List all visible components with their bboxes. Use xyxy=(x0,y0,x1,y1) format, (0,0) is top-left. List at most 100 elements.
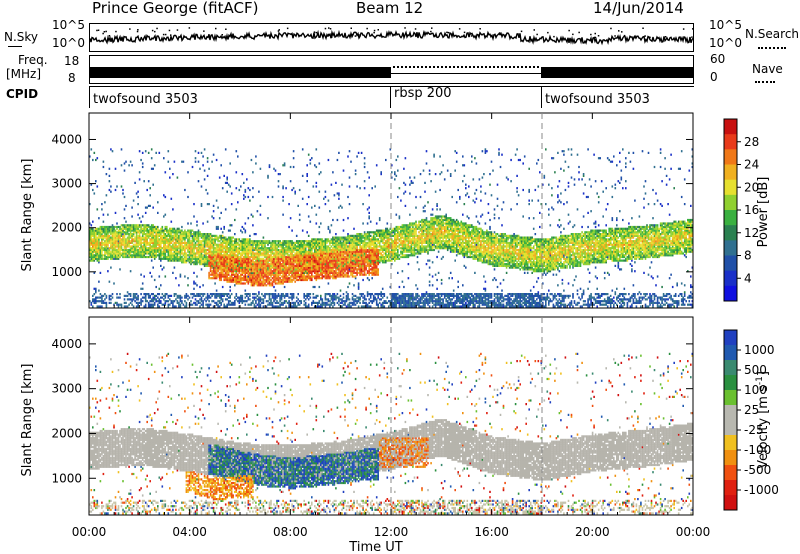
cpid-segment-2: rbsp 200 xyxy=(394,86,452,101)
nsearch-dot xyxy=(103,31,106,33)
nsearch-dot xyxy=(414,28,417,30)
nsearch-dot xyxy=(277,30,280,32)
nsky-line xyxy=(90,29,693,46)
x-tick-label-1: 04:00 xyxy=(172,525,207,539)
nsearch-dot xyxy=(623,34,626,37)
nsearch-dot xyxy=(634,36,636,39)
nsearch-dot xyxy=(266,35,269,37)
nsearch-dot xyxy=(423,31,425,34)
cpid-segment-3: twofsound 3503 xyxy=(545,92,650,107)
nsky-panel xyxy=(89,23,694,52)
power-colorbar-swatch-10 xyxy=(724,270,737,287)
nsearch-tick-top: 10^5 xyxy=(709,18,742,32)
velocity-colorbar-swatch-10 xyxy=(724,480,737,496)
nsearch-dot xyxy=(536,33,538,36)
nsearch-dot xyxy=(137,29,139,31)
velocity-colorbar: 1000 500 100 25 -25 -100 -500 -1000 xyxy=(723,329,779,511)
nsearch-dot xyxy=(373,29,376,32)
power-colorbar-swatch-6 xyxy=(724,210,737,226)
nsearch-dot xyxy=(129,28,131,30)
power-colorbar-label-0: 28 xyxy=(744,135,759,149)
velocity-colorbar-swatch-9 xyxy=(724,465,737,481)
velocity-colorbar-title-end: ] xyxy=(756,371,771,376)
nsearch-dot xyxy=(354,35,357,37)
nave-tick-bottom: 0 xyxy=(710,70,718,84)
nsearch-dot xyxy=(168,29,171,32)
x-tick-label-2: 08:00 xyxy=(273,525,308,539)
nave-tick-top: 60 xyxy=(710,52,725,66)
nsearch-dot xyxy=(313,31,316,33)
nsearch-dot xyxy=(642,27,644,29)
nsearch-dot xyxy=(649,36,651,39)
velocity-colorbar-title: Velocity [m s-1] xyxy=(755,371,771,469)
velocity-colorbar-label-2: 100 xyxy=(744,383,767,397)
nsearch-dot xyxy=(203,30,205,32)
freq-label-line1: Freq. xyxy=(18,53,48,67)
freq-line-middle xyxy=(391,73,541,74)
nsearch-dot xyxy=(446,31,448,34)
velocity-colorbar-swatch-6 xyxy=(724,420,737,436)
nsearch-dot xyxy=(463,31,466,34)
nsearch-dot xyxy=(176,29,179,31)
power-colorbar-swatch-2 xyxy=(724,149,737,165)
nsky-tick-top: 10^5 xyxy=(52,18,85,32)
power-colorbar-swatch-5 xyxy=(724,194,737,211)
nsearch-dot xyxy=(350,27,352,29)
power-colorbar-swatch-4 xyxy=(724,179,737,196)
power-colorbar-title: Power [dB] xyxy=(756,177,771,248)
nsearch-dot xyxy=(140,36,143,39)
power-colorbar-swatch-1 xyxy=(724,134,737,150)
nsearch-tick-bottom: 10^0 xyxy=(709,36,742,50)
nsearch-dot xyxy=(504,34,507,36)
nsearch-dot xyxy=(547,31,549,34)
nsearch-dot xyxy=(221,34,223,36)
nsearch-dot xyxy=(518,35,520,38)
nsky-tick-bottom: 10^0 xyxy=(52,36,85,50)
freq-dotted-middle xyxy=(393,66,539,68)
power-colorbar-label-6: 4 xyxy=(744,271,752,285)
nsearch-dot xyxy=(164,33,167,36)
power-heatmap xyxy=(89,148,693,308)
nsearch-dot xyxy=(594,32,596,35)
nsearch-dot xyxy=(324,27,327,30)
velocity-colorbar-swatch-1 xyxy=(724,345,737,361)
freq-bar-right xyxy=(541,67,693,78)
nsearch-dot xyxy=(329,28,332,30)
cpid-baseline xyxy=(89,86,694,87)
nsearch-dot xyxy=(102,32,104,35)
nsearch-dot xyxy=(621,31,623,33)
nsearch-dot xyxy=(366,27,368,30)
nsky-label: N.Sky xyxy=(4,30,38,44)
nsearch-dot xyxy=(578,31,580,34)
nsearch-dot xyxy=(594,36,596,39)
station-title: Prince George (fitACF) xyxy=(92,0,258,17)
velocity-colorbar-frame xyxy=(723,329,738,511)
nsearch-dot xyxy=(377,29,379,31)
nsearch-dot xyxy=(315,31,318,34)
velocity-colorbar-swatch-5 xyxy=(724,405,737,421)
power-colorbar-swatch-9 xyxy=(724,255,737,272)
velocity-colorbar-swatch-11 xyxy=(724,495,737,511)
velocity-heatmap xyxy=(89,352,693,515)
velocity-colorbar-label-1: 500 xyxy=(744,363,767,377)
power-colorbar-swatch-7 xyxy=(724,225,737,241)
nsearch-dot xyxy=(430,30,432,33)
velocity-colorbar-label-0: 1000 xyxy=(744,343,775,357)
nsearch-dot xyxy=(286,27,289,30)
power-colorbar: 28 24 20 16 12 8 4 xyxy=(723,118,759,302)
velocity-y-tick-label-1: 2000 xyxy=(51,426,82,440)
nsearch-dot xyxy=(373,31,375,34)
velocity-colorbar-label-6: -500 xyxy=(744,463,771,477)
nsky-underline xyxy=(8,46,22,47)
nsearch-dot xyxy=(644,35,646,37)
nsearch-dot xyxy=(692,28,693,30)
power-colorbar-swatch-11 xyxy=(724,285,737,302)
freq-tick-bottom: 8 xyxy=(68,71,76,85)
nsearch-dot xyxy=(664,36,667,38)
nsearch-dot xyxy=(553,35,555,38)
velocity-colorbar-label-3: 25 xyxy=(744,403,759,417)
nsearch-dot xyxy=(691,36,693,38)
nsearch-dot xyxy=(590,33,592,36)
nsearch-dot xyxy=(682,28,685,30)
